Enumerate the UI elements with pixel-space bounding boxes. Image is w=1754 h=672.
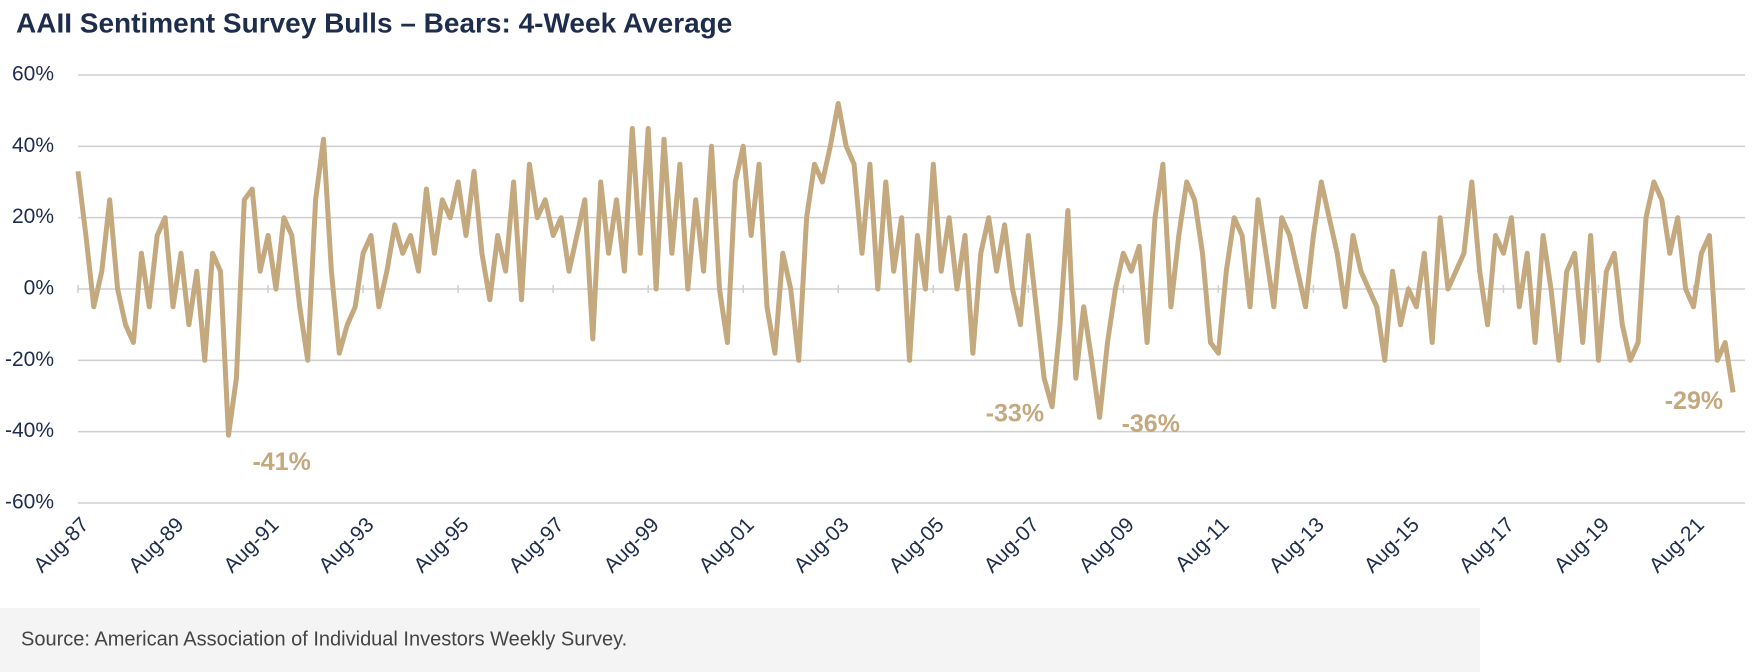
x-tick-label: Aug-95 — [409, 513, 473, 577]
y-tick-label: 40% — [12, 134, 54, 157]
annotation: -41% — [252, 448, 310, 476]
annotation: -36% — [1122, 410, 1180, 438]
x-tick-label: Aug-93 — [314, 513, 378, 577]
y-tick-label: -40% — [5, 419, 54, 442]
x-tick-label: Aug-87 — [29, 513, 93, 577]
footnote-box — [0, 608, 1480, 672]
annotation: -29% — [1665, 387, 1723, 415]
x-tick-label: Aug-21 — [1645, 513, 1709, 577]
x-tick-label: Aug-13 — [1265, 513, 1329, 577]
footnote: Source: American Association of Individu… — [21, 628, 627, 650]
x-tick-label: Aug-91 — [219, 513, 283, 577]
x-tick-label: Aug-15 — [1360, 513, 1424, 577]
x-tick-label: Aug-07 — [980, 513, 1044, 577]
x-tick-label: Aug-09 — [1075, 513, 1139, 577]
x-tick-label: Aug-89 — [124, 513, 188, 577]
annotation: -33% — [986, 399, 1044, 427]
x-tick-label: Aug-03 — [790, 513, 854, 577]
x-tick-label: Aug-17 — [1455, 513, 1519, 577]
y-tick-label: 0% — [24, 277, 54, 300]
x-tick-label: Aug-99 — [599, 513, 663, 577]
x-tick-label: Aug-97 — [504, 513, 568, 577]
y-tick-label: 20% — [12, 205, 54, 228]
y-tick-label: 60% — [12, 63, 54, 86]
y-tick-label: -20% — [5, 348, 54, 371]
x-tick-label: Aug-01 — [695, 513, 759, 577]
chart-title: AAII Sentiment Survey Bulls – Bears: 4-W… — [16, 7, 732, 38]
x-tick-label: Aug-05 — [885, 513, 949, 577]
x-tick-label: Aug-19 — [1550, 513, 1614, 577]
series-line — [75, 101, 1736, 438]
x-tick-label: Aug-11 — [1171, 513, 1234, 576]
y-tick-label: -60% — [5, 491, 54, 514]
